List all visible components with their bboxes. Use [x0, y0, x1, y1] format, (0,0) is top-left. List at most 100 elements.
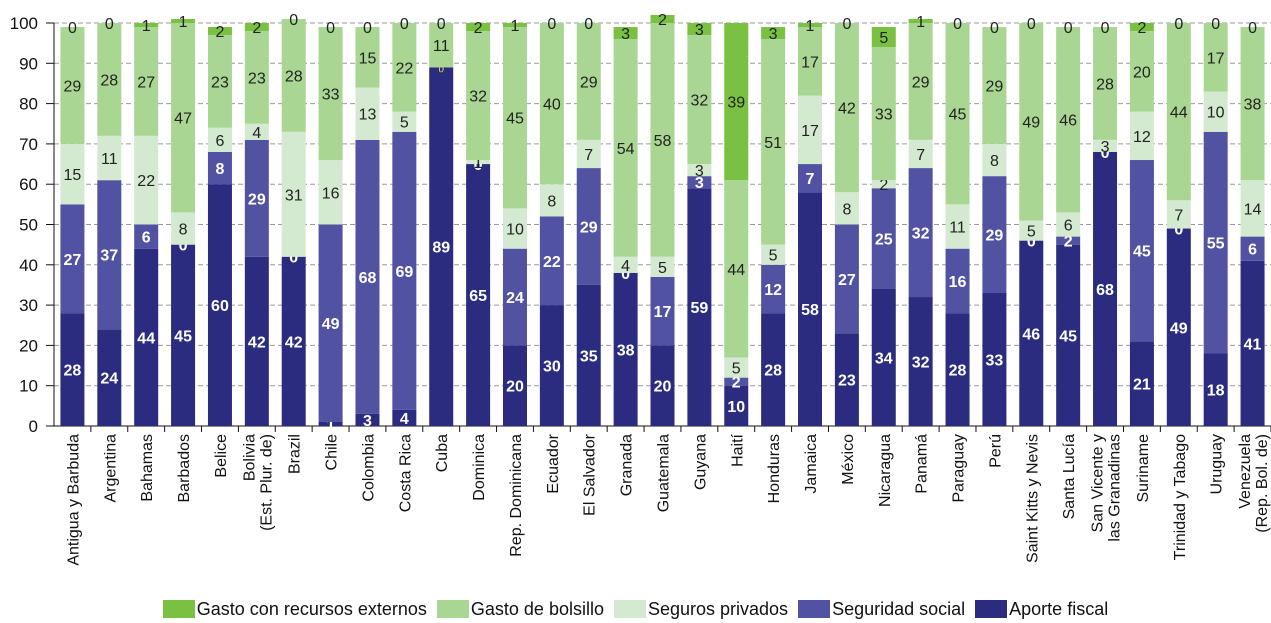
data-label: 2 [474, 20, 483, 37]
x-tick-label: Antigua y Barbuda [65, 434, 82, 566]
bar-segment [207, 35, 232, 128]
bar-segment [687, 35, 712, 165]
bar-segment [613, 39, 638, 257]
data-label: 0 [953, 16, 962, 33]
bar-segment [171, 18, 196, 23]
x-tick-label: Perú [987, 434, 1004, 468]
bar-segment [392, 23, 417, 112]
data-label: 2 [658, 12, 667, 29]
bar-segment [171, 23, 196, 213]
data-label: 0 [547, 16, 556, 33]
bar-segment [1056, 212, 1081, 237]
bar-segment [1203, 23, 1228, 92]
data-label: 37 [100, 248, 118, 265]
bar-segment [613, 256, 638, 273]
data-label: 17 [654, 304, 672, 321]
data-label: 3 [695, 175, 704, 192]
legend-label-private-insurance: Seguros privados [647, 598, 789, 619]
data-label: 32 [912, 355, 930, 372]
bar-segment [871, 47, 896, 181]
bar-segment [724, 385, 749, 426]
x-tick-label-line: Santa Lucía [1061, 434, 1078, 520]
bar-segment [1019, 220, 1044, 241]
data-label: 17 [801, 123, 819, 140]
data-label: 15 [64, 167, 82, 184]
data-label: 68 [359, 270, 377, 287]
bar-segment [97, 135, 122, 181]
bar-segment [1019, 240, 1044, 426]
data-label: 23 [248, 70, 266, 87]
data-label: 38 [1244, 97, 1262, 114]
data-label: 4 [400, 411, 409, 428]
bar-segment [945, 313, 970, 426]
bar-segment [576, 284, 601, 426]
data-label: 28 [764, 363, 782, 380]
legend-item-private-insurance: Seguros privados [613, 598, 789, 620]
bar-segment [798, 27, 823, 96]
legend-item-external: Gasto con recursos externos [162, 599, 427, 620]
data-label: 65 [469, 288, 487, 305]
bar-segment [97, 180, 122, 330]
data-label: 0 [990, 20, 999, 37]
x-tick-label-line: Belice [213, 434, 230, 478]
x-tick-label-line: Haití [729, 433, 746, 466]
bar-segment [281, 131, 306, 257]
x-tick-label: Jamaica [803, 434, 820, 494]
x-tick-label: Venezuela (Rep. Bol. de) [1237, 434, 1271, 533]
x-tick-label-line: Antigua y Barbuda [65, 434, 82, 566]
data-label: 10 [727, 399, 745, 416]
data-label: 44 [1170, 105, 1188, 122]
data-label: 51 [764, 135, 782, 152]
x-tick-label: Barbados [176, 434, 193, 503]
legend: Gasto con recursos externos Gasto de bol… [0, 597, 1271, 621]
data-label: 29 [986, 78, 1004, 95]
data-label: 49 [1170, 320, 1188, 337]
data-label: 44 [137, 330, 155, 347]
x-tick-label: Bolivia (Est. Plur. de) [241, 434, 275, 531]
data-label: 33 [875, 107, 893, 124]
data-label: 35 [580, 348, 598, 365]
bar-segment [945, 23, 970, 205]
data-label: 5 [769, 248, 778, 265]
bar-segment [1019, 23, 1044, 221]
bar-segment [1240, 260, 1265, 426]
data-label: 29 [580, 74, 598, 91]
legend-swatch-fiscal [975, 600, 1008, 618]
data-label: 45 [1059, 328, 1077, 345]
data-label: 6 [216, 133, 225, 150]
data-label: 0 [289, 250, 298, 267]
data-label: 39 [727, 95, 745, 112]
bar-segment [1203, 91, 1228, 132]
x-tick-label: Bahamas [139, 434, 156, 502]
data-label: 23 [211, 74, 229, 91]
x-tick-label: San Vicente y las Granadinas [1090, 434, 1124, 542]
x-tick-label: Costa Rica [397, 434, 414, 512]
data-label: 49 [1022, 115, 1040, 132]
bar-segment [207, 151, 232, 185]
bar-segment [982, 27, 1007, 144]
data-label: 59 [690, 300, 708, 317]
x-tick-label: Cuba [434, 434, 451, 472]
data-label: 20 [506, 379, 524, 396]
data-label: 5 [732, 361, 741, 378]
bar-segment [1240, 236, 1265, 261]
x-tick-label: Paraguay [951, 434, 968, 503]
data-label: 3 [363, 413, 372, 430]
data-label: 1 [142, 18, 151, 35]
x-tick-label: Panamá [914, 434, 931, 494]
data-label: 17 [1207, 50, 1225, 67]
bar-segment [60, 313, 85, 426]
data-label: 0 [179, 238, 188, 255]
data-label: 20 [654, 379, 672, 396]
data-label: 1 [511, 18, 520, 35]
data-label: 42 [838, 101, 856, 118]
data-label: 0 [326, 20, 335, 37]
bar-segment [539, 23, 564, 185]
data-label: 28 [64, 363, 82, 380]
data-label: 3 [1101, 139, 1110, 156]
x-tick-label: Brazil [287, 434, 304, 474]
legend-swatch-out-of-pocket [436, 600, 469, 618]
bar-segment [982, 293, 1007, 426]
x-tick-label: Colombia [360, 434, 377, 502]
legend-label-fiscal: Aporte fiscal [1009, 598, 1109, 619]
